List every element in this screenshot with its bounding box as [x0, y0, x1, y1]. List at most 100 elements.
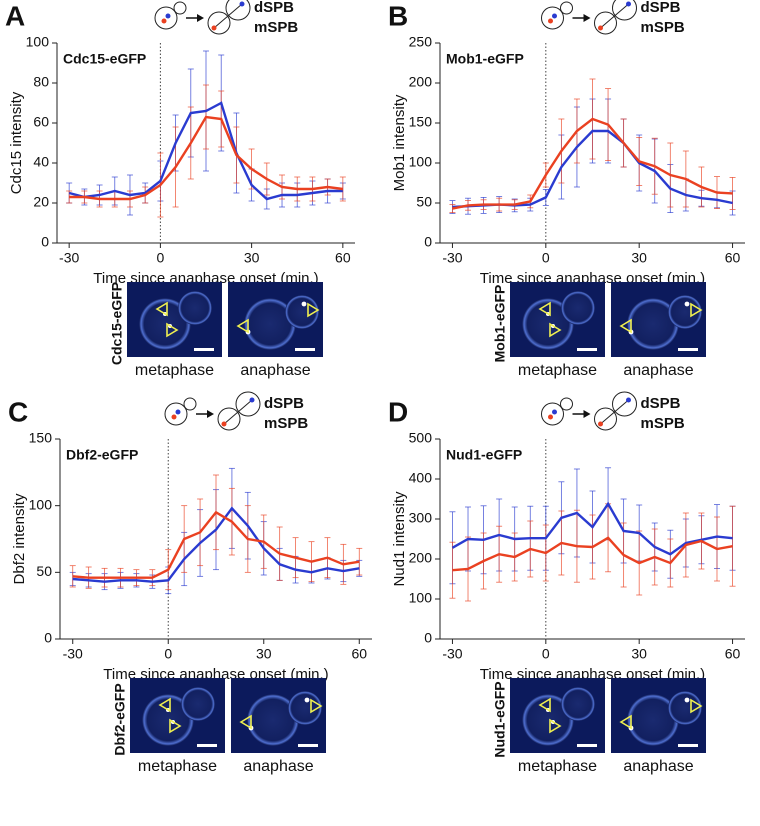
- cell-icon: [594, 11, 617, 35]
- spb-dot: [249, 397, 255, 403]
- y-tick-label: 150: [29, 430, 53, 446]
- series-line: [451, 501, 733, 556]
- spb-dot: [598, 421, 603, 427]
- arrowhead-marker: [169, 718, 182, 734]
- y-tick-label: 80: [33, 74, 49, 90]
- cell-image: [139, 298, 191, 350]
- image-label: Mob1-eGFP: [492, 285, 508, 363]
- y-tick-label: 500: [409, 430, 433, 446]
- x-tick-label: 0: [542, 646, 550, 662]
- arrowhead-marker: [690, 698, 703, 714]
- cell-icon: [154, 6, 178, 30]
- y-axis-label: Nud1 intensity: [391, 491, 408, 587]
- y-axis-label: Cdc15 intensity: [8, 91, 25, 194]
- cell-bud-icon: [173, 1, 187, 15]
- arrow-head: [583, 14, 591, 22]
- spot: [301, 301, 307, 307]
- spb-dot: [598, 25, 603, 31]
- y-tick-label: 200: [409, 550, 433, 566]
- y-tick-label: 100: [29, 496, 53, 512]
- spb-dot: [626, 397, 631, 403]
- cell-image: [178, 291, 212, 325]
- image-label: Nud1-eGFP: [492, 681, 508, 757]
- arrowhead-marker: [310, 698, 323, 714]
- spindle: [600, 399, 629, 425]
- spot: [684, 697, 690, 703]
- cell-image: [627, 694, 679, 746]
- y-tick-label: 0: [424, 630, 432, 646]
- y-axis-label: Dbf2 intensity: [11, 493, 28, 584]
- legend-label: mSPB: [264, 415, 308, 432]
- y-tick-label: 60: [33, 114, 49, 130]
- cell-image: [522, 298, 574, 350]
- cell-icon: [207, 11, 231, 35]
- micrograph: [231, 678, 326, 753]
- y-tick-label: 100: [409, 590, 433, 606]
- panel-letter: B: [388, 0, 408, 31]
- y-tick-label: 20: [33, 194, 49, 210]
- cell-image: [247, 694, 299, 746]
- cell-image: [668, 691, 702, 725]
- y-tick-label: 300: [409, 510, 433, 526]
- y-tick-label: 0: [424, 234, 432, 250]
- arrowhead-marker: [690, 302, 703, 318]
- scale-bar: [295, 348, 315, 351]
- image-caption: metaphase: [135, 362, 214, 379]
- spb-dot: [552, 409, 557, 415]
- micrograph: [611, 282, 706, 357]
- y-tick-label: 0: [44, 630, 52, 646]
- spb-dot: [552, 13, 557, 19]
- x-tick-label: -30: [63, 646, 83, 662]
- legend-label: dSPB: [264, 395, 304, 412]
- y-tick-label: 100: [409, 154, 433, 170]
- scale-bar: [678, 348, 698, 351]
- cell-icon: [541, 6, 564, 30]
- x-tick-label: 0: [542, 250, 550, 266]
- scale-bar: [197, 744, 217, 747]
- y-tick-label: 50: [36, 563, 52, 579]
- image-label: Dbf2-eGFP: [112, 683, 128, 755]
- x-tick-label: 30: [256, 646, 272, 662]
- spb-dot: [548, 18, 553, 24]
- series-line: [452, 117, 733, 210]
- micrograph: [228, 282, 323, 357]
- arrow-head: [197, 14, 204, 22]
- micrograph: [611, 678, 706, 753]
- spindle: [600, 3, 629, 29]
- legend-label: mSPB: [641, 19, 685, 36]
- x-tick-label: 0: [156, 250, 164, 266]
- micrograph: [510, 282, 605, 357]
- cell-image: [288, 691, 322, 725]
- cell-image: [181, 687, 215, 721]
- cell-image: [285, 295, 319, 329]
- scale-bar: [577, 744, 597, 747]
- cell-icon: [164, 402, 188, 426]
- spb-dot: [175, 409, 181, 415]
- arrowhead-marker: [158, 697, 171, 713]
- x-tick-label: 0: [164, 646, 172, 662]
- arrow-head: [583, 410, 591, 418]
- image-caption: metaphase: [138, 758, 217, 775]
- y-tick-label: 40: [33, 154, 49, 170]
- scale-bar: [678, 744, 698, 747]
- spindle: [223, 399, 253, 425]
- spb-dot: [548, 414, 553, 420]
- arrowhead-marker: [538, 697, 551, 713]
- panel-letter: C: [8, 396, 28, 427]
- series-line: [72, 506, 360, 583]
- arrowhead-marker: [549, 718, 562, 734]
- series-line: [68, 101, 343, 201]
- image-label: Cdc15-eGFP: [109, 282, 125, 365]
- y-tick-label: 0: [41, 234, 49, 250]
- cell-image: [668, 295, 702, 329]
- image-caption: anaphase: [623, 362, 693, 379]
- spb-dot: [171, 414, 177, 420]
- series-line: [69, 115, 343, 201]
- y-tick-label: 100: [26, 34, 50, 50]
- spb-dot: [211, 25, 217, 31]
- cell-bud-icon: [225, 0, 251, 21]
- spot: [304, 697, 310, 703]
- y-tick-label: 150: [409, 114, 433, 130]
- spb-dot: [165, 13, 171, 19]
- spb-dot: [626, 1, 631, 7]
